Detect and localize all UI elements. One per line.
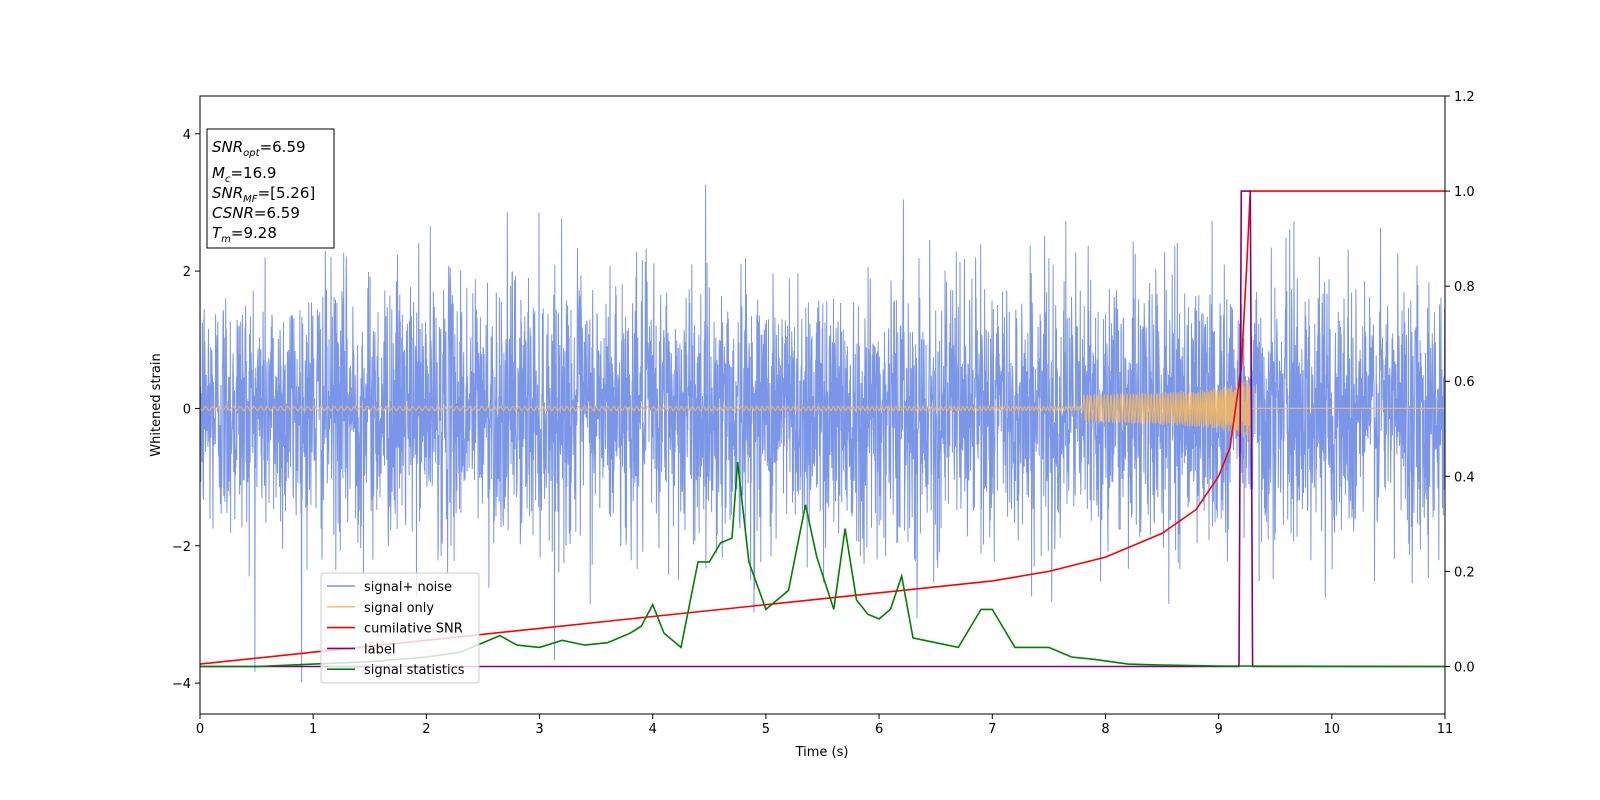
series-line-cumilative-snr bbox=[200, 190, 1445, 665]
y-left-tick-label: −4 bbox=[172, 677, 191, 692]
csnr-value: =6.59 bbox=[254, 204, 300, 222]
x-tick-label: 9 bbox=[1214, 722, 1222, 737]
y-left-tick-label: 2 bbox=[183, 265, 191, 280]
y-left-tick-label: −2 bbox=[172, 540, 191, 555]
csnr-name: CSNR bbox=[212, 204, 254, 222]
snr-opt-value: =6.59 bbox=[260, 138, 306, 156]
snr-opt-name: SNR bbox=[212, 138, 243, 156]
x-tick-label: 10 bbox=[1324, 722, 1341, 737]
y-left-tick-label: 0 bbox=[183, 402, 191, 417]
plot-area bbox=[200, 184, 1445, 683]
legend-label: signal statistics bbox=[364, 663, 465, 678]
x-tick-label: 8 bbox=[1101, 722, 1109, 737]
annotation-mc: Mc=16.9 bbox=[212, 164, 276, 185]
y-right-tick-label: 0.0 bbox=[1454, 660, 1475, 675]
annotation-box: SNRopt=6.59 Mc=16.9 SNRMF=[5.26] CSNR=6.… bbox=[206, 128, 335, 249]
y-right-axis-ticks: 0.0 0.2 0.4 0.6 0.8 1.0 1.2 bbox=[1445, 90, 1475, 675]
y-right-tick-label: 1.2 bbox=[1454, 90, 1475, 105]
legend-frame bbox=[320, 572, 480, 684]
plot-frame bbox=[199, 95, 1446, 715]
x-tick-label: 2 bbox=[422, 722, 430, 737]
legend: signal+ noise signal only cumilative SNR la… bbox=[320, 572, 480, 684]
legend-label: signal+ noise bbox=[364, 580, 452, 595]
annotation-snr-mf: SNRMF=[5.26] bbox=[212, 184, 315, 205]
right-axis-series bbox=[200, 190, 1445, 668]
x-tick-label: 1 bbox=[309, 722, 317, 737]
y-right-tick-label: 0.2 bbox=[1454, 565, 1475, 580]
legend-label: signal only bbox=[364, 601, 434, 616]
y-left-tick-label: 4 bbox=[183, 128, 191, 143]
x-tick-label: 11 bbox=[1437, 722, 1454, 737]
tm-value: =9.28 bbox=[231, 224, 277, 242]
annotation-snr-opt: SNRopt=6.59 bbox=[212, 138, 306, 159]
annotation-tm: Tm=9.28 bbox=[212, 224, 277, 245]
snr-mf-value: =[5.26] bbox=[258, 184, 316, 202]
y-left-axis-ticks: −4 −2 0 2 4 bbox=[172, 128, 200, 692]
x-axis-label: Time (s) bbox=[795, 745, 849, 760]
annotation-csnr: CSNR=6.59 bbox=[212, 204, 300, 222]
y-right-tick-label: 0.6 bbox=[1454, 375, 1475, 390]
x-tick-label: 6 bbox=[875, 722, 883, 737]
x-tick-label: 4 bbox=[649, 722, 657, 737]
x-tick-label: 3 bbox=[535, 722, 543, 737]
y-right-tick-label: 0.4 bbox=[1454, 470, 1475, 485]
annotation-frame bbox=[206, 128, 335, 249]
y-right-tick-label: 0.8 bbox=[1454, 280, 1475, 295]
snr-mf-name: SNR bbox=[212, 184, 243, 202]
series-line-signal-statistics bbox=[200, 461, 1445, 668]
x-tick-label: 5 bbox=[762, 722, 770, 737]
mc-name: M bbox=[212, 164, 225, 182]
mc-sub: c bbox=[225, 174, 231, 185]
x-tick-label: 7 bbox=[988, 722, 996, 737]
snr-opt-sub: opt bbox=[243, 148, 260, 159]
x-tick-label: 0 bbox=[196, 722, 204, 737]
y-axis-label: Whitened strain bbox=[149, 353, 164, 456]
tm-name: T bbox=[212, 224, 223, 242]
tm-sub: m bbox=[221, 234, 231, 245]
snr-mf-sub: MF bbox=[243, 194, 258, 205]
x-axis-ticks: 0 1 2 3 4 5 6 7 8 9 10 11 bbox=[196, 714, 1453, 737]
legend-label: cumilative SNR bbox=[364, 622, 463, 637]
mc-value: =16.9 bbox=[230, 164, 276, 182]
legend-label: label bbox=[364, 642, 395, 657]
y-right-tick-label: 1.0 bbox=[1454, 185, 1475, 200]
